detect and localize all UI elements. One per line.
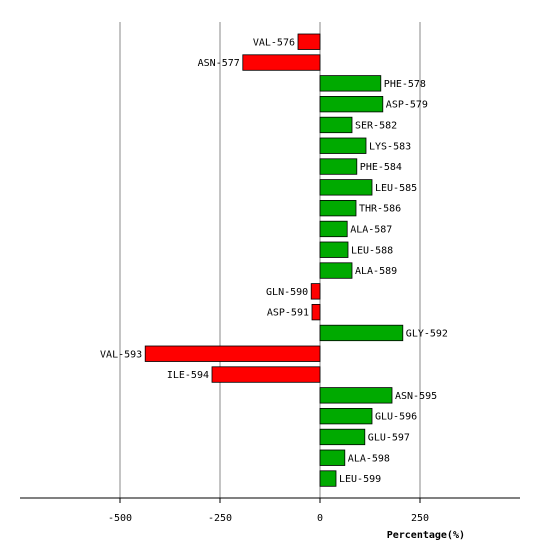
bar-label: ALA-589: [355, 266, 397, 277]
bar-label: ASP-591: [267, 308, 309, 319]
bar-label: GLN-590: [266, 287, 308, 298]
bar: [144, 345, 321, 362]
bar-label: LEU-588: [351, 245, 393, 256]
bar-label: GLU-596: [375, 412, 417, 423]
bar-label: ALA-598: [348, 453, 390, 464]
bar: [319, 241, 349, 258]
bar: [319, 179, 373, 196]
bar: [311, 303, 321, 321]
bar: [319, 407, 373, 425]
bar-label: GLY-592: [406, 328, 448, 339]
bar-label: LEU-585: [375, 183, 417, 194]
bar-label: ASP-579: [386, 100, 428, 111]
bar: [319, 449, 346, 466]
bar-label: SER-582: [355, 120, 397, 131]
bars: [144, 33, 404, 487]
tick-label: -250: [208, 513, 232, 524]
bar: [319, 75, 382, 92]
bar-label: ALA-587: [350, 224, 392, 235]
bar-label: VAL-576: [253, 37, 295, 48]
bar-label: LYS-583: [369, 141, 411, 152]
bar-label: PHE-578: [384, 79, 426, 90]
bar: [319, 199, 357, 217]
x-axis-title: Percentage(%): [387, 530, 465, 541]
bar: [310, 283, 321, 300]
bar: [319, 116, 353, 134]
bar-label: GLU-597: [368, 432, 410, 443]
tick-label: 0: [317, 513, 323, 524]
bar: [319, 158, 358, 175]
bar-label: THR-586: [359, 204, 401, 215]
bar-label: ILE-594: [167, 370, 209, 381]
tick-label: 250: [411, 513, 429, 524]
bar: [319, 387, 393, 404]
bar: [242, 54, 321, 71]
bar: [319, 470, 337, 487]
bar-label: ASN-577: [198, 58, 240, 69]
bar-label: LEU-599: [339, 474, 381, 485]
grid-lines: [119, 22, 421, 498]
bar-labels: VAL-576 ASN-577 PHE-578 ASP-579 SER-582 LYS-5…: [100, 37, 448, 485]
bar: [297, 33, 321, 50]
bar-label: PHE-584: [360, 162, 402, 173]
bar: [319, 262, 353, 279]
bar: [319, 137, 367, 154]
bar-label: ASN-595: [395, 391, 437, 402]
bar: [319, 428, 366, 446]
bar-label: VAL-593: [100, 349, 142, 360]
tick-label: -500: [108, 513, 132, 524]
bar: [319, 220, 348, 238]
bar: [319, 96, 384, 113]
bar: [319, 324, 404, 342]
bar: [211, 366, 321, 383]
x-axis-ticks: -500 -250 0 250: [108, 498, 429, 524]
